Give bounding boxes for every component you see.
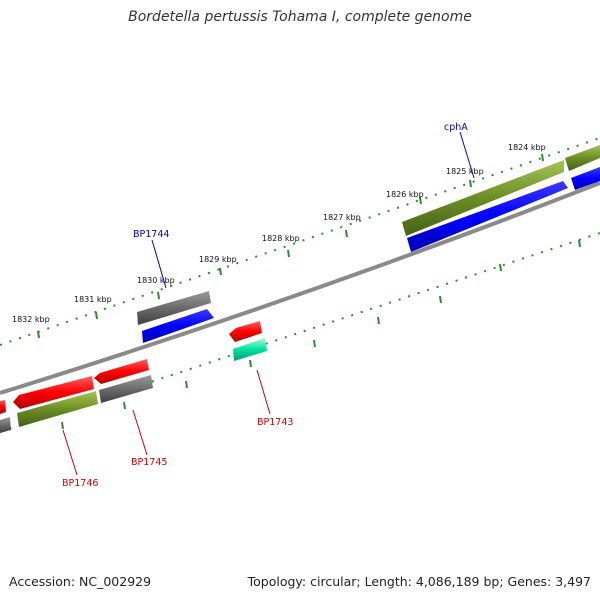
- gene-red-bp1745: [94, 359, 149, 384]
- gene-label-bp1746: BP1746: [62, 478, 98, 489]
- gene-olive-upper-right: [402, 160, 564, 236]
- gene-red-bp1743: [229, 321, 262, 342]
- tick-label-1826: 1826 kbp: [386, 190, 424, 199]
- tick-label-1825: 1825 kbp: [446, 167, 484, 176]
- tick-label-1827: 1827 kbp: [323, 213, 361, 222]
- gene-teal-bp1743: [233, 338, 267, 361]
- gene-olive-upper-right-2: [565, 145, 600, 171]
- gene-label-cphA: cphA: [444, 122, 468, 133]
- bp1744-leader-line: [151, 239, 167, 289]
- upper-tick-ring: [0, 137, 600, 346]
- gene-label-bp1745: BP1745: [131, 457, 167, 468]
- gene-grey-bp1745: [99, 375, 153, 403]
- gene-red-left-edge: [0, 400, 6, 414]
- gene-blue-upper-right-2: [571, 167, 600, 190]
- gene-label-bp1744: BP1744: [133, 229, 169, 240]
- major-ticks: [37, 153, 581, 430]
- tick-label-1828: 1828 kbp: [262, 234, 300, 243]
- bp1745-leader-line: [132, 409, 148, 456]
- gene-olive-bp1746: [17, 391, 98, 427]
- topology-text: Topology: circular; Length: 4,086,189 bp…: [247, 574, 591, 589]
- bp1743-leader-line: [256, 369, 271, 415]
- gene-blue-bp1744: [142, 309, 214, 343]
- tick-label-1830: 1830 kbp: [137, 276, 175, 285]
- bp1746-leader-line: [62, 429, 78, 476]
- gene-grey-left-edge: [0, 417, 11, 433]
- gene-grey-bp1744: [137, 291, 211, 325]
- gene-blue-upper-right: [407, 181, 568, 252]
- tick-label-1831: 1831 kbp: [74, 295, 112, 304]
- tick-label-1824: 1824 kbp: [508, 143, 546, 152]
- tick-label-1832: 1832 kbp: [12, 315, 50, 324]
- accession-text: Accession: NC_002929: [9, 574, 152, 589]
- gene-label-bp1743: BP1743: [257, 417, 293, 428]
- tick-label-1829: 1829 kbp: [199, 255, 237, 264]
- gene-red-bp1746: [13, 376, 94, 409]
- genome-backbone: [0, 181, 600, 395]
- map-title: Bordetella pertussis Tohama I, complete …: [128, 9, 472, 25]
- cphA-leader-line: [459, 131, 475, 179]
